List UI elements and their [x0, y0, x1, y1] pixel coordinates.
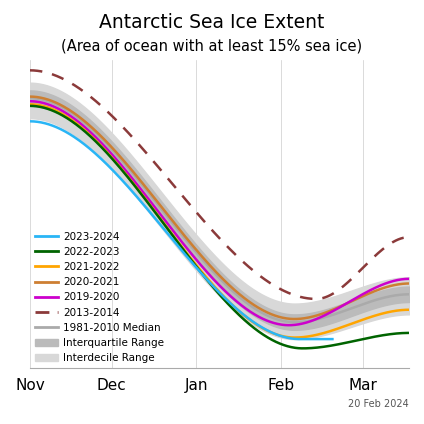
Text: 20 Feb 2024: 20 Feb 2024	[348, 399, 409, 409]
Text: Antarctic Sea Ice Extent: Antarctic Sea Ice Extent	[99, 13, 325, 32]
Text: (Area of ocean with at least 15% sea ice): (Area of ocean with at least 15% sea ice…	[61, 38, 363, 53]
Legend: 2023-2024, 2022-2023, 2021-2022, 2020-2021, 2019-2020, 2013-2014, 1981-2010 Medi: 2023-2024, 2022-2023, 2021-2022, 2020-20…	[35, 232, 164, 363]
